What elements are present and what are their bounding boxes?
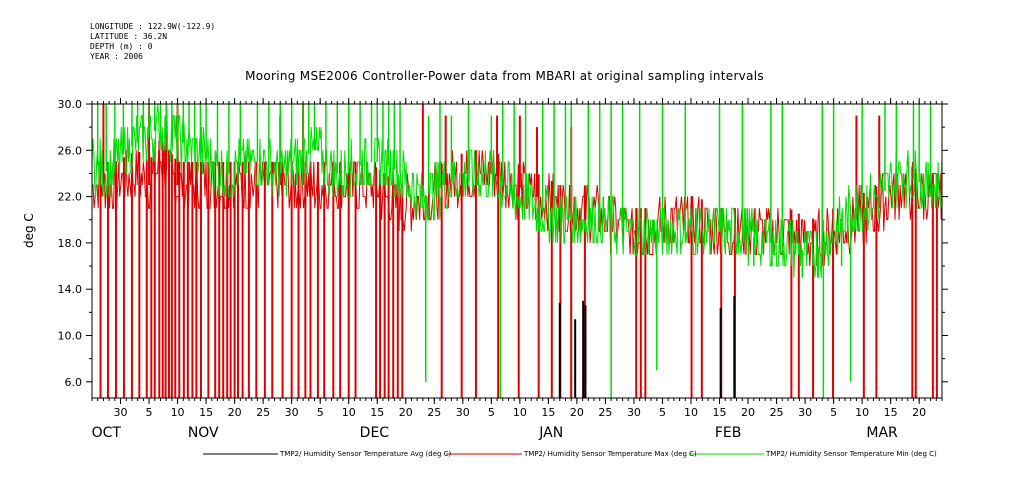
y-tick-label: 26.0: [58, 144, 83, 157]
x-tick-label: 15: [541, 406, 555, 419]
x-month-label: NOV: [188, 425, 219, 441]
x-tick-label: 10: [684, 406, 698, 419]
x-tick-label: 20: [570, 406, 584, 419]
x-tick-label: 5: [146, 406, 153, 419]
x-tick-label: 30: [798, 406, 812, 419]
chart-title: Mooring MSE2006 Controller-Power data fr…: [245, 69, 764, 83]
x-month-label: FEB: [715, 425, 742, 441]
x-tick-label: 30: [285, 406, 299, 419]
x-tick-label: 5: [317, 406, 324, 419]
y-tick-label: 30.0: [58, 98, 83, 111]
x-month-label: OCT: [92, 425, 122, 441]
x-tick-label: 10: [171, 406, 185, 419]
y-tick-label: 6.0: [65, 376, 83, 389]
x-tick-label: 5: [659, 406, 666, 419]
x-month-label: MAR: [866, 425, 898, 441]
x-tick-label: 20: [399, 406, 413, 419]
header-longitude: LONGITUDE : 122.9W(-122.9): [90, 22, 216, 31]
x-tick-label: 15: [370, 406, 384, 419]
x-tick-label: 10: [513, 406, 527, 419]
x-month-label: DEC: [360, 425, 390, 441]
x-tick-label: 15: [884, 406, 898, 419]
y-tick-label: 14.0: [58, 283, 83, 296]
x-tick-label: 10: [855, 406, 869, 419]
legend-min-label: TMP2/ Humidity Sensor Temperature Min (d…: [766, 450, 937, 458]
header-latitude: LATITUDE : 36.2N: [90, 32, 168, 41]
x-month-label: JAN: [538, 425, 563, 441]
x-tick-label: 15: [713, 406, 727, 419]
y-tick-label: 18.0: [58, 237, 83, 250]
header-depth: DEPTH (m) : 0: [90, 42, 153, 51]
y-tick-label: 22.0: [58, 191, 83, 204]
x-tick-label: 5: [830, 406, 837, 419]
x-tick-label: 30: [456, 406, 470, 419]
x-tick-label: 25: [770, 406, 784, 419]
x-tick-label: 20: [228, 406, 242, 419]
x-tick-label: 30: [627, 406, 641, 419]
legend-max-label: TMP2/ Humidity Sensor Temperature Max (d…: [524, 450, 697, 458]
x-tick-label: 5: [488, 406, 495, 419]
x-tick-label: 15: [199, 406, 213, 419]
series-min-line: [91, 103, 943, 278]
x-tick-label: 30: [114, 406, 128, 419]
x-tick-label: 25: [427, 406, 441, 419]
x-tick-label: 25: [256, 406, 270, 419]
plot-frame: [91, 103, 943, 399]
legend-avg-label: TMP2/ Humidity Sensor Temperature Avg (d…: [280, 450, 452, 458]
x-tick-label: 10: [342, 406, 356, 419]
x-tick-label: 25: [598, 406, 612, 419]
y-tick-label: 10.0: [58, 329, 83, 342]
header-year: YEAR : 2006: [90, 52, 143, 61]
x-tick-label: 20: [912, 406, 926, 419]
x-tick-label: 20: [741, 406, 755, 419]
